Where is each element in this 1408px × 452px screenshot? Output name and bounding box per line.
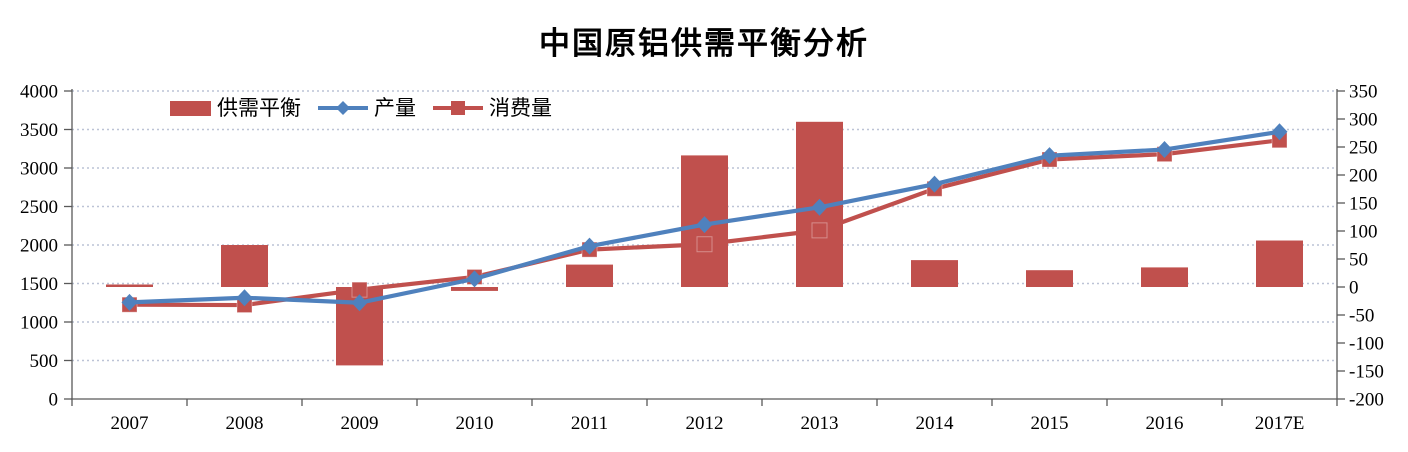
bar-2010: [451, 287, 498, 291]
left-tick-label-500: 500: [30, 351, 59, 372]
production-point-2015: [1041, 147, 1058, 165]
legend-item-balance: 供需平衡: [170, 94, 301, 122]
left-tick-label-3500: 3500: [20, 120, 58, 141]
legend-item-production: 产量: [318, 94, 416, 122]
consumption-point-2013: [811, 222, 828, 239]
bar-2015: [1026, 270, 1073, 287]
bar-2017E: [1256, 240, 1303, 287]
right-tick-label--100: -100: [1349, 334, 1384, 355]
right-tick-label-250: 250: [1349, 138, 1378, 159]
left-tick-label-4000: 4000: [20, 82, 58, 103]
left-tick-label-1000: 1000: [20, 313, 58, 334]
bar-2008: [221, 245, 268, 287]
bar-2016: [1141, 267, 1188, 287]
right-tick-label-300: 300: [1349, 110, 1378, 131]
production-point-2010: [466, 270, 483, 288]
production-point-2012: [696, 216, 713, 234]
x-category-label-2012: 2012: [686, 413, 724, 434]
left-tick-label-0: 0: [49, 390, 59, 411]
x-category-label-2010: 2010: [456, 413, 494, 434]
x-category-label-2007: 2007: [111, 413, 149, 434]
bar-2014: [911, 260, 958, 287]
x-category-label-2014: 2014: [916, 413, 955, 434]
bar-swatch-icon: [170, 100, 211, 116]
bar-2007: [106, 284, 153, 287]
x-category-label-2015: 2015: [1031, 413, 1069, 434]
right-tick-label-100: 100: [1349, 222, 1378, 243]
production-point-2007: [121, 293, 138, 311]
legend-label-balance: 供需平衡: [217, 96, 301, 120]
production-point-2013: [811, 198, 828, 216]
x-category-label-2016: 2016: [1146, 413, 1184, 434]
left-tick-label-2500: 2500: [20, 197, 58, 218]
right-tick-label--200: -200: [1349, 390, 1384, 411]
legend-item-consumption: 消费量: [433, 94, 552, 122]
right-tick-label-0: 0: [1349, 278, 1359, 299]
production-point-2016: [1156, 141, 1173, 159]
right-tick-label-150: 150: [1349, 194, 1378, 215]
x-category-label-2011: 2011: [571, 413, 608, 434]
right-tick-label--150: -150: [1349, 362, 1384, 383]
right-tick-label-50: 50: [1349, 250, 1368, 271]
production-point-2008: [236, 289, 253, 307]
left-tick-label-2000: 2000: [20, 236, 58, 257]
x-category-label-2013: 2013: [801, 413, 839, 434]
chart-legend: 供需平衡 产量 消费量: [170, 94, 552, 122]
production-point-2009: [351, 294, 368, 312]
left-tick-label-1500: 1500: [20, 274, 58, 295]
right-tick-label--50: -50: [1349, 306, 1374, 327]
x-category-label-2008: 2008: [226, 413, 264, 434]
line-square-icon: [433, 101, 483, 115]
x-category-label-2017E: 2017E: [1255, 413, 1305, 434]
production-point-2011: [581, 237, 598, 255]
production-point-2017E: [1271, 123, 1288, 141]
legend-label-consumption: 消费量: [489, 96, 552, 120]
legend-label-production: 产量: [374, 96, 416, 120]
right-tick-label-350: 350: [1349, 82, 1378, 103]
left-tick-label-3000: 3000: [20, 159, 58, 180]
right-tick-label-200: 200: [1349, 166, 1378, 187]
x-category-label-2009: 2009: [341, 413, 379, 434]
production-point-2014: [926, 175, 943, 193]
chart-title: 中国原铝供需平衡分析: [539, 26, 869, 62]
consumption-point-2012: [696, 236, 713, 253]
bar-2011: [566, 264, 613, 287]
line-diamond-icon: [318, 101, 368, 115]
